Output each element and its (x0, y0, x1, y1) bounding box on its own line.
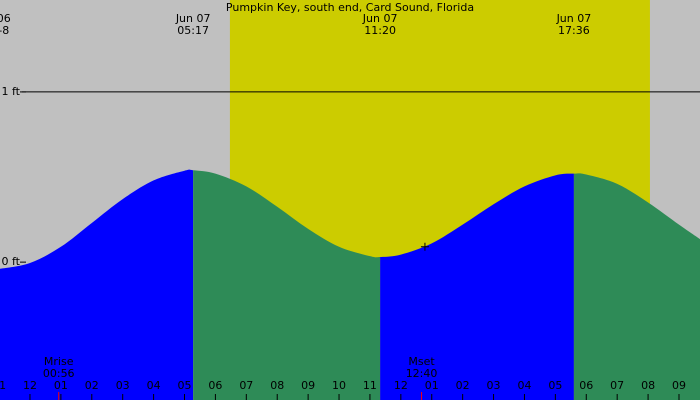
event-date: Jun 07 (556, 12, 592, 25)
event-date: 06 (0, 12, 11, 25)
x-tick-label: 09 (301, 379, 315, 392)
x-tick-label: 04 (147, 379, 161, 392)
event-time: -8 (0, 24, 9, 37)
y-tick-label: 1 ft (2, 85, 21, 98)
x-tick-label: 03 (116, 379, 130, 392)
x-tick-label: 01 (425, 379, 439, 392)
x-tick-label: 12 (394, 379, 408, 392)
x-tick-label: 08 (270, 379, 284, 392)
x-tick-label: 08 (641, 379, 655, 392)
x-tick-label: 05 (178, 379, 192, 392)
x-tick-label: 07 (610, 379, 624, 392)
x-tick-label: 04 (517, 379, 531, 392)
x-tick-label: 05 (548, 379, 562, 392)
y-tick-label: 0 ft (2, 255, 21, 268)
x-tick-label: 01 (54, 379, 68, 392)
event-date: Jun 07 (175, 12, 211, 25)
x-tick-label: 03 (487, 379, 501, 392)
x-tick-label: 02 (456, 379, 470, 392)
moon-label: Mset (408, 355, 435, 368)
x-tick-label: 06 (208, 379, 222, 392)
x-tick-label: 09 (672, 379, 686, 392)
x-tick-label: 11 (0, 379, 6, 392)
event-time: 05:17 (177, 24, 209, 37)
x-tick-label: 07 (239, 379, 253, 392)
x-tick-label: 12 (23, 379, 37, 392)
event-date: Jun 07 (362, 12, 398, 25)
rising-tide-area (380, 173, 574, 400)
event-time: 17:36 (558, 24, 590, 37)
falling-tide-area (573, 173, 700, 400)
x-tick-label: 10 (332, 379, 346, 392)
moon-time: 12:40 (406, 367, 438, 380)
chart-title: Pumpkin Key, south end, Card Sound, Flor… (226, 1, 474, 14)
x-tick-label: 11 (363, 379, 377, 392)
moon-time: 00:56 (43, 367, 75, 380)
falling-tide-area (193, 170, 381, 400)
rising-tide-area (0, 169, 194, 400)
current-marker (420, 242, 429, 251)
x-tick-label: 02 (85, 379, 99, 392)
moon-label: Mrise (44, 355, 74, 368)
x-tick-label: 06 (579, 379, 593, 392)
event-time: 11:20 (364, 24, 396, 37)
